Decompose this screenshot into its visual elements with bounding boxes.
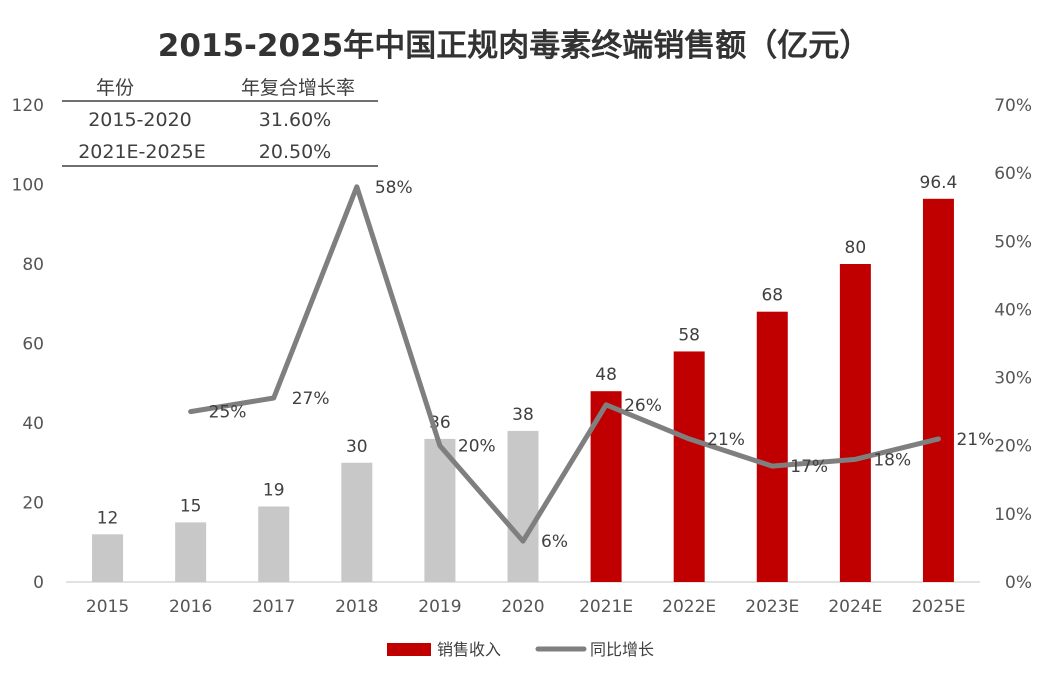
x-axis-tick-label: 2024E — [828, 597, 882, 617]
x-axis-tick-label: 2015 — [86, 597, 129, 617]
right-axis-tick-label: 10% — [994, 505, 1032, 525]
bar-data-label: 30 — [346, 437, 368, 457]
left-axis-tick-label: 80 — [22, 255, 44, 275]
x-axis-tick-label: 2025E — [911, 597, 965, 617]
bar-data-label: 80 — [845, 238, 867, 258]
bar — [258, 506, 290, 582]
growth-data-labels: 25% 27% 58% 20% 6% 26% 21% 17% 18% 21% — [209, 178, 995, 552]
bar-series — [92, 198, 954, 582]
left-axis-tick-label: 20 — [22, 494, 44, 514]
growth-data-label: 6% — [541, 532, 568, 552]
growth-data-label: 27% — [292, 389, 330, 409]
growth-line — [188, 184, 941, 544]
left-axis: 0 20 40 60 80 100 120 — [12, 96, 44, 593]
growth-data-label: 17% — [790, 457, 828, 477]
right-axis-tick-label: 70% — [994, 96, 1032, 116]
bar — [424, 438, 456, 582]
left-axis-tick-label: 0 — [33, 573, 44, 593]
growth-point — [272, 396, 276, 400]
legend: 销售收入 同比增长 — [387, 640, 654, 659]
bar-data-label: 15 — [180, 496, 202, 516]
x-axis-tick-label: 2022E — [662, 597, 716, 617]
x-axis-tick-label: 2017 — [252, 597, 295, 617]
bar-data-label: 19 — [263, 480, 285, 500]
cagr-row-1-period: 2015-2020 — [88, 109, 192, 131]
right-axis-tick-label: 50% — [994, 232, 1032, 252]
right-axis-tick-label: 40% — [994, 300, 1032, 320]
growth-data-label: 26% — [624, 396, 662, 416]
legend-bar-swatch — [387, 643, 431, 656]
cagr-header-rate: 年复合增长率 — [241, 77, 355, 99]
bar — [839, 264, 871, 582]
x-axis-tick-label: 2018 — [335, 597, 378, 617]
cagr-row-2-period: 2021E-2025E — [78, 141, 206, 163]
growth-point — [936, 437, 940, 441]
growth-point — [438, 444, 442, 448]
bar — [922, 198, 954, 582]
cagr-row-2-rate: 20.50% — [259, 141, 331, 163]
growth-point — [521, 539, 525, 543]
x-axis-tick-label: 2016 — [169, 597, 212, 617]
cagr-table: 年份 年复合增长率 2015-2020 31.60% 2021E-2025E 2… — [62, 77, 378, 167]
left-axis-tick-label: 40 — [22, 414, 44, 434]
right-axis-tick-label: 20% — [994, 437, 1032, 457]
growth-point — [189, 410, 193, 414]
x-axis-tick-label: 2019 — [418, 597, 461, 617]
x-axis-tick-label: 2020 — [501, 597, 544, 617]
right-axis-tick-label: 30% — [994, 369, 1032, 389]
growth-data-label: 25% — [209, 403, 247, 423]
growth-point — [687, 437, 691, 441]
left-axis-tick-label: 120 — [12, 96, 44, 116]
left-axis-tick-label: 100 — [12, 176, 44, 196]
legend-line-label: 同比增长 — [590, 640, 654, 659]
growth-point — [770, 464, 774, 468]
bar — [673, 351, 705, 582]
cagr-header-year: 年份 — [96, 77, 134, 99]
x-axis-ticks: 2015 2016 2017 2018 2019 2020 2021E 2022E 2023E 2… — [86, 597, 966, 617]
bar-data-label: 12 — [97, 508, 119, 528]
growth-data-label: 18% — [873, 450, 911, 470]
growth-data-label: 21% — [707, 430, 745, 450]
growth-point — [853, 457, 857, 461]
bar-data-label: 48 — [595, 365, 617, 385]
right-axis-tick-label: 0% — [1005, 573, 1032, 593]
bar — [507, 430, 539, 582]
growth-point — [604, 403, 608, 407]
left-axis-tick-label: 60 — [22, 335, 44, 355]
bar — [756, 311, 788, 582]
growth-line-series — [188, 184, 941, 544]
bar-data-label: 38 — [512, 405, 534, 425]
bar-data-label: 58 — [678, 325, 700, 345]
growth-data-label: 58% — [375, 178, 413, 198]
legend-bar-label: 销售收入 — [437, 640, 501, 659]
x-axis-tick-label: 2023E — [745, 597, 799, 617]
growth-data-label: 20% — [458, 437, 496, 457]
growth-data-label: 21% — [956, 430, 994, 450]
bar — [175, 522, 207, 582]
x-axis-tick-label: 2021E — [579, 597, 633, 617]
bar-data-label: 68 — [761, 286, 783, 306]
growth-point — [355, 185, 359, 189]
right-axis: 0% 10% 20% 30% 40% 50% 60% 70% — [994, 96, 1032, 593]
right-axis-tick-label: 60% — [994, 164, 1032, 184]
cagr-row-1-rate: 31.60% — [259, 109, 331, 131]
bar-data-label: 96.4 — [920, 173, 958, 193]
chart-title: 2015-2025年中国正规肉毒素终端销售额（亿元） — [158, 28, 870, 64]
bar — [92, 534, 124, 582]
bar — [341, 462, 373, 582]
